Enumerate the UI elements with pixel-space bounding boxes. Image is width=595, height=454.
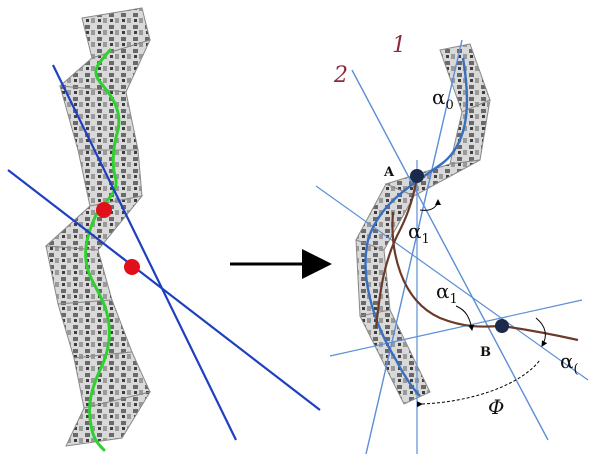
angle-arc-alpha1-upper (419, 199, 441, 211)
node-a-marker (410, 169, 424, 183)
backbone-curve (364, 57, 469, 397)
alpha-1-upper-subscript: 1 (422, 232, 430, 247)
phi-label: Φ (488, 395, 504, 419)
svg-text:α0: α0 (432, 85, 454, 113)
angle-arc-alpha0-right (535, 317, 548, 347)
left-robot-body (44, 7, 152, 447)
left-red-marker-upper (96, 202, 112, 218)
left-red-marker-lower (124, 259, 140, 275)
tangent-line-a (315, 185, 589, 381)
point-b-label: B (480, 345, 491, 360)
alpha-1-lower-subscript: 1 (450, 292, 458, 307)
node-b-marker (495, 319, 509, 333)
line-1-label: 1 (392, 33, 406, 58)
alpha-1-upper-label: α (408, 219, 422, 243)
tangent-line-b (329, 299, 583, 357)
alpha-0-right-label: α (560, 349, 574, 373)
alpha-0-top-label: α (432, 85, 446, 109)
svg-text:α1: α1 (408, 219, 430, 247)
svg-text:α(: α( (560, 349, 579, 377)
alpha-0-right-subscript: ( (574, 362, 579, 377)
point-a-label: A (383, 165, 395, 180)
phi-arc (416, 359, 541, 408)
left-green-path (84, 48, 121, 452)
trajectory-curve (374, 175, 579, 342)
angle-arc-alpha1-lower (455, 305, 475, 331)
alpha-0-top-subscript: 0 (446, 98, 454, 113)
svg-text:α1: α1 (436, 279, 458, 307)
left-blue-line-1 (52, 64, 237, 441)
left-blue-line-2 (7, 169, 321, 411)
reference-line-2 (351, 69, 549, 441)
reference-line-1 (365, 39, 463, 454)
line-2-label: 2 (333, 63, 348, 88)
alpha-1-lower-label: α (436, 279, 450, 303)
